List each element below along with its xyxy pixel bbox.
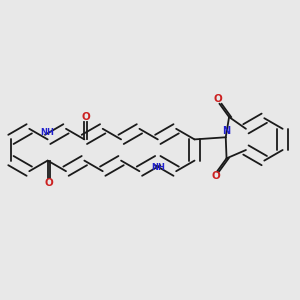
- Text: NH: NH: [41, 128, 55, 137]
- Text: NH: NH: [151, 163, 165, 172]
- Text: O: O: [81, 112, 90, 122]
- Text: O: O: [44, 178, 53, 188]
- Text: O: O: [214, 94, 223, 104]
- Text: N: N: [222, 126, 230, 136]
- Text: O: O: [211, 171, 220, 181]
